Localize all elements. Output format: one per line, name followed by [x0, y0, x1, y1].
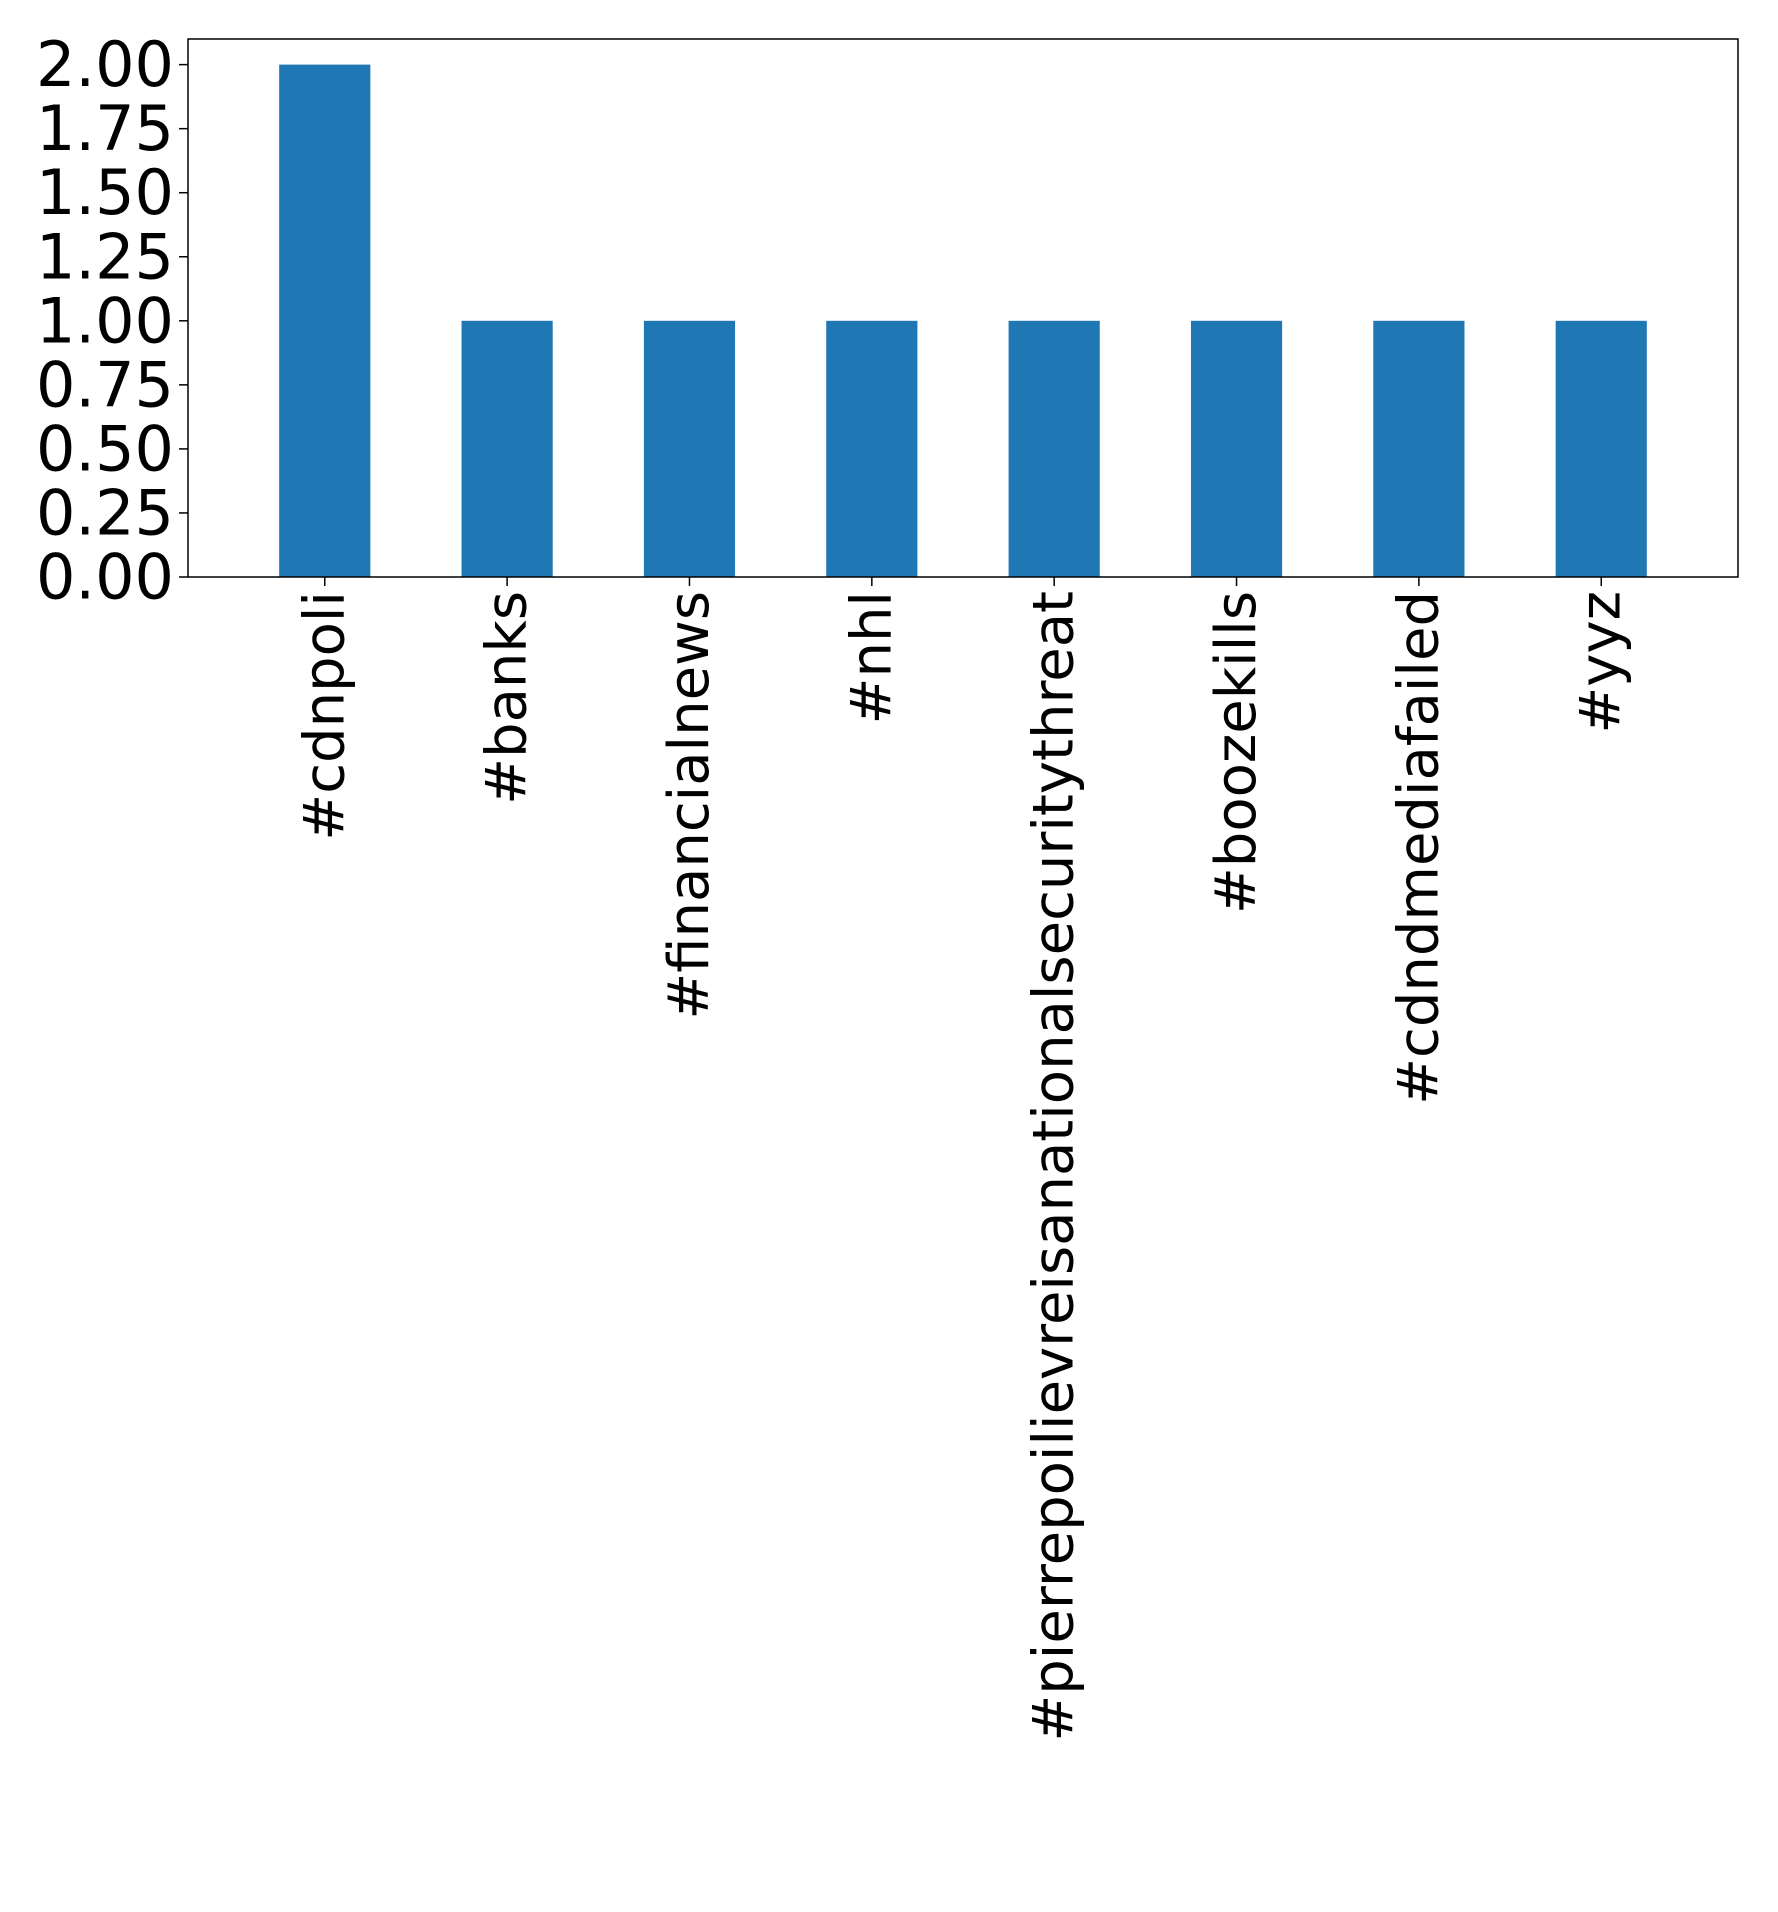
- y-tick-label: 0.00: [36, 541, 174, 614]
- bar-boozekills: [1190, 320, 1283, 577]
- y-tick-label: 0.50: [36, 412, 174, 485]
- y-tick-label: 1.50: [36, 156, 174, 229]
- y-tick-label: 1.00: [36, 284, 174, 357]
- bars-group: [279, 64, 1647, 578]
- bar-cdndmediafailed: [1373, 320, 1465, 577]
- bar-pierrepoilievreisanationalsecuritythreat: [1008, 320, 1100, 577]
- x-tick-label: #boozekills: [1204, 591, 1269, 914]
- bar-banks: [461, 320, 553, 577]
- x-tick-label: #pierrepoilievreisanationalsecuritythrea…: [1022, 591, 1087, 1742]
- x-tick-label: #cdndmediafailed: [1386, 591, 1451, 1105]
- y-axis: 0.000.250.500.751.001.251.501.752.00: [36, 28, 188, 614]
- x-tick-label: #banks: [475, 591, 540, 805]
- y-tick-label: 2.00: [36, 28, 174, 101]
- y-tick-label: 0.75: [36, 348, 174, 421]
- x-tick-label: #nhl: [839, 591, 904, 724]
- x-tick-label: #financialnews: [657, 591, 722, 1020]
- bar-nhl: [826, 320, 918, 577]
- y-tick-label: 1.25: [36, 220, 174, 293]
- bar-financialnews: [643, 320, 736, 577]
- y-tick-label: 1.75: [36, 92, 174, 165]
- y-tick-label: 0.25: [36, 476, 174, 549]
- x-tick-label: #cdnpoli: [292, 591, 357, 841]
- x-axis: #cdnpoli #banks #financialnews #nhl #pierrep…: [292, 577, 1634, 1742]
- bar-cdnpoli: [279, 64, 371, 578]
- x-tick-label: #yyz: [1569, 591, 1634, 734]
- plot-frame: [187, 38, 1739, 578]
- bar-yyz: [1555, 320, 1647, 577]
